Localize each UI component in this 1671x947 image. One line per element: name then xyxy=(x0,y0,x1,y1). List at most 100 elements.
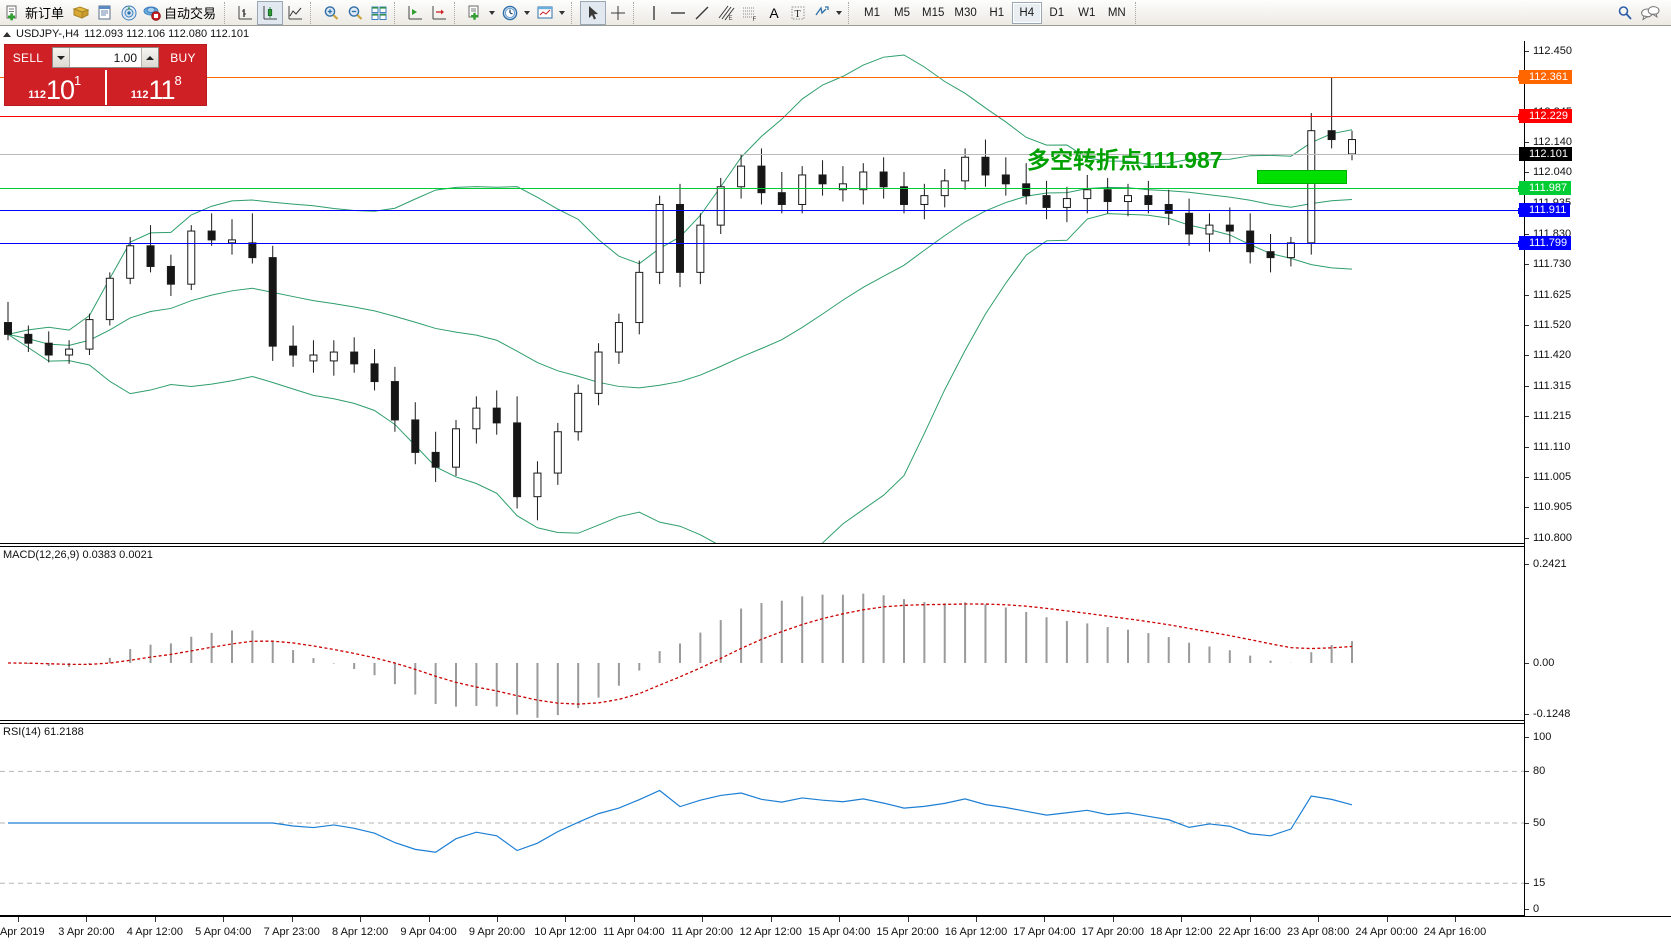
timeframe-mn[interactable]: MN xyxy=(1107,6,1126,19)
zoom-in-icon xyxy=(322,4,340,22)
navigator-button[interactable] xyxy=(117,1,141,25)
buy-price-display[interactable]: 112 11 8 xyxy=(104,70,207,105)
candlestick-chart-button[interactable] xyxy=(257,0,284,25)
time-axis-tick xyxy=(497,917,498,922)
arrows-tool-button[interactable] xyxy=(810,1,845,25)
time-axis-tick xyxy=(291,917,293,922)
timeframe-w1[interactable]: W1 xyxy=(1078,6,1096,19)
timeframe-m30[interactable]: M30 xyxy=(954,6,977,19)
time-axis-tick xyxy=(1455,917,1456,922)
macd-canvas xyxy=(7,593,1353,718)
chat-bubbles-icon xyxy=(1640,4,1660,22)
trendline-tool-button[interactable] xyxy=(690,1,714,25)
rsi-axis-tick: 100 xyxy=(1525,731,1551,743)
bar-chart-button[interactable] xyxy=(233,1,257,25)
collapse-triangle-icon[interactable] xyxy=(3,31,11,37)
svg-text:E: E xyxy=(729,16,733,22)
macd-axis-tick: 0.2421 xyxy=(1525,558,1567,570)
price-line-support-1[interactable] xyxy=(0,208,1524,215)
timeframe-h4[interactable]: H4 xyxy=(1011,1,1042,24)
equidistant-channel-tool-button[interactable]: E xyxy=(714,1,738,25)
templates-button[interactable] xyxy=(463,1,498,25)
zoom-out-button[interactable] xyxy=(343,1,367,25)
timeframe-m15[interactable]: M15 xyxy=(922,6,945,19)
rsi-label: RSI(14) 61.2188 xyxy=(3,726,84,738)
sell-price-display[interactable]: 112 10 1 xyxy=(5,70,105,105)
label-tool-button[interactable]: T xyxy=(786,1,810,25)
rsi-top-divider xyxy=(0,723,1524,724)
volume-input[interactable]: 1.00 xyxy=(70,48,141,67)
svg-text:T: T xyxy=(795,9,801,20)
cursor-tool-button[interactable] xyxy=(580,0,607,25)
price-chart-pane[interactable]: 多空转折点111.987 xyxy=(0,41,1524,544)
time-axis[interactable]: 2 Apr 2019 3 Apr 20:00 4 Apr 12:00 5 Apr 04… xyxy=(0,916,1671,947)
price-axis-badge-take-profit[interactable]: 112.361 xyxy=(1519,70,1572,85)
sell-button[interactable]: SELL xyxy=(12,50,44,65)
price-axis-badge-resistance[interactable]: 112.229 xyxy=(1519,109,1572,124)
data-window-button[interactable] xyxy=(93,1,117,25)
timeframe-m5[interactable]: M5 xyxy=(894,6,911,19)
price-axis-badge-support-2[interactable]: 111.799 xyxy=(1519,236,1572,251)
time-axis-tick xyxy=(1318,917,1320,922)
price-line-turning-point[interactable] xyxy=(0,185,1524,192)
autotrade-button[interactable]: 自动交易 xyxy=(141,1,221,25)
timeframe-m1[interactable]: M1 xyxy=(864,6,881,19)
chat-button[interactable] xyxy=(1637,1,1661,25)
symbol-ohlc: 112.093 112.106 112.080 112.101 xyxy=(84,28,250,40)
price-axis-badge-turning-point[interactable]: 111.987 xyxy=(1519,180,1572,195)
price-line-support-2[interactable] xyxy=(0,241,1524,248)
price-chart-canvas xyxy=(4,54,1356,543)
compass-icon xyxy=(120,4,138,22)
text-tool-button[interactable]: A xyxy=(762,1,786,25)
time-axis-label: 9 Apr 20:00 xyxy=(468,926,526,938)
time-axis-tick xyxy=(770,917,772,922)
price-line-take-profit[interactable] xyxy=(0,75,1524,82)
time-axis-label: 10 Apr 12:00 xyxy=(534,926,597,938)
volume-stepper[interactable]: 1.00 xyxy=(52,47,159,68)
volume-increase-button[interactable] xyxy=(141,48,158,67)
price-axis[interactable]: 112.450112.350112.245112.140112.040111.9… xyxy=(1519,41,1671,916)
zoom-in-button[interactable] xyxy=(319,1,343,25)
arrows-caret-icon[interactable] xyxy=(836,10,843,15)
vertical-line-tool-button[interactable] xyxy=(642,1,666,25)
crosshair-tool-button[interactable] xyxy=(606,1,630,25)
indicators-button[interactable] xyxy=(533,1,568,25)
price-line-resistance[interactable] xyxy=(0,114,1524,121)
market-watch-button[interactable] xyxy=(69,1,93,25)
indicator-icon xyxy=(536,4,554,22)
rsi-pane[interactable]: RSI(14) 61.2188 xyxy=(0,723,1524,916)
tile-windows-button[interactable] xyxy=(367,1,391,25)
time-axis-tick xyxy=(18,917,19,922)
time-axis-label: 24 Apr 00:00 xyxy=(1355,926,1418,938)
templates-caret-icon[interactable] xyxy=(489,10,496,15)
price-axis-badge-support-1[interactable]: 111.911 xyxy=(1519,203,1571,218)
time-axis-tick xyxy=(1181,917,1183,922)
buy-button[interactable]: BUY xyxy=(170,50,196,65)
period-separator-button[interactable] xyxy=(498,1,533,25)
indicators-caret-icon[interactable] xyxy=(559,10,566,15)
candlestick-icon xyxy=(261,4,279,22)
period-caret-icon[interactable] xyxy=(524,10,531,15)
toolbar-separator-7 xyxy=(848,1,854,24)
auto-scroll-icon xyxy=(430,4,448,22)
time-axis-label: 17 Apr 20:00 xyxy=(1081,926,1145,938)
bar-chart-icon xyxy=(236,4,254,22)
new-order-button[interactable]: 新订单 xyxy=(2,1,69,25)
macd-pane[interactable]: MACD(12,26,9) 0.0383 0.0021 xyxy=(0,546,1524,721)
line-chart-button[interactable] xyxy=(283,1,307,25)
volume-decrease-button[interactable] xyxy=(53,48,70,67)
fibonacci-tool-button[interactable]: F xyxy=(738,1,762,25)
price-axis-tick: 112.450 xyxy=(1525,45,1572,57)
timeframe-d1[interactable]: D1 xyxy=(1049,6,1065,19)
document-window-icon xyxy=(96,4,114,22)
shift-start-button[interactable] xyxy=(403,1,427,25)
timeframe-h1[interactable]: H1 xyxy=(989,6,1005,19)
time-axis-tick xyxy=(428,917,430,922)
price-line-last-price[interactable] xyxy=(0,154,1524,155)
time-axis-tick xyxy=(633,917,635,922)
template-add-icon xyxy=(466,4,484,22)
auto-scroll-button[interactable] xyxy=(427,1,451,25)
search-button[interactable] xyxy=(1613,1,1637,25)
price-axis-badge-last-price[interactable]: 112.101 xyxy=(1519,147,1572,161)
horizontal-line-tool-button[interactable] xyxy=(666,1,690,25)
